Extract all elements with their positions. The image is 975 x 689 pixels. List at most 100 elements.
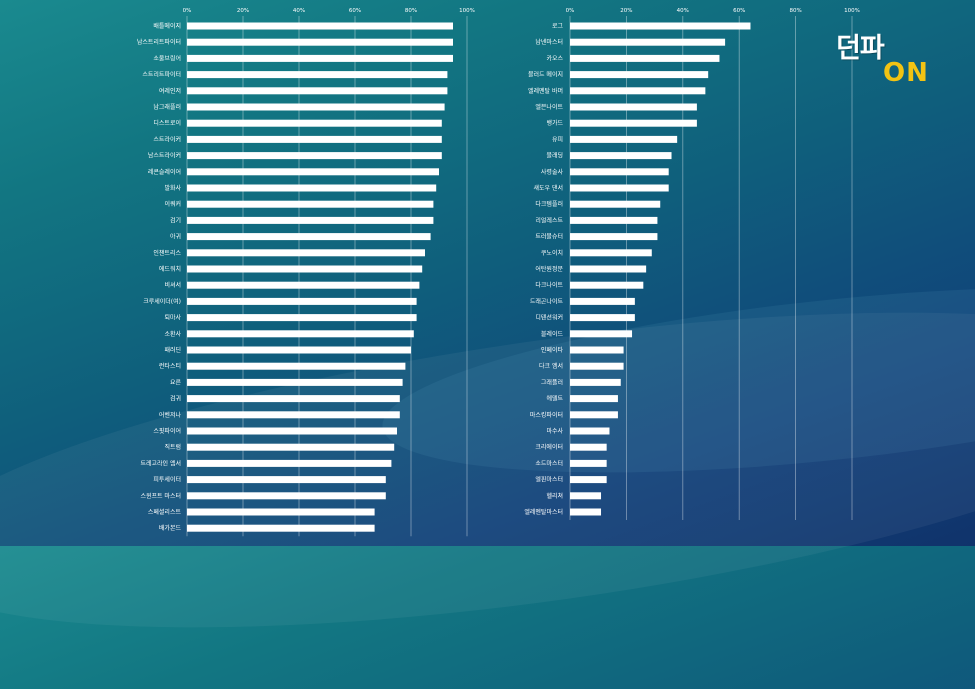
category-label: 레콘슬레이어 xyxy=(148,168,181,176)
category-label: 사령술사 xyxy=(541,168,564,176)
bar xyxy=(187,184,437,192)
bar xyxy=(570,216,658,224)
category-label: 블래딩 xyxy=(546,152,563,160)
category-label: 소울브링어 xyxy=(153,54,181,62)
category-label: 남그래플러 xyxy=(153,103,181,111)
category-label: 다크나이트 xyxy=(535,281,563,289)
bar xyxy=(187,216,434,224)
bar xyxy=(187,168,439,176)
chart-1: 0% 20% 40% 60% 80% 100% 배틀메이지남스트리트파이터소울브링어스트리트… xyxy=(137,8,475,537)
category-label: 드래곤나이트 xyxy=(530,297,564,305)
class-usage-charts: 0% 20% 40% 60% 80% 100% 배틀메이지남스트리트파이터소울브링어스트리트… xyxy=(0,0,975,546)
bar xyxy=(570,71,709,79)
category-label: 비셔서 xyxy=(164,281,181,289)
category-label: 직트럼 xyxy=(164,443,181,451)
bar xyxy=(187,330,414,338)
bar xyxy=(570,233,658,241)
category-label: 검귀 xyxy=(170,395,181,403)
category-label: 마스킹파이터 xyxy=(530,411,563,419)
bar xyxy=(570,38,726,46)
bar xyxy=(570,22,751,30)
bar xyxy=(187,249,425,257)
category-label: 뱅가드 xyxy=(546,119,563,127)
bar xyxy=(570,265,647,273)
category-label: 리얼레스트 xyxy=(535,216,563,224)
bar xyxy=(187,87,448,95)
bar xyxy=(570,168,669,176)
bar xyxy=(570,103,697,111)
category-label: 크리에이터 xyxy=(535,443,563,451)
category-label: 어탄원정문 xyxy=(535,265,563,273)
bar xyxy=(187,346,411,354)
bar xyxy=(187,508,375,516)
tick-label: 0% xyxy=(183,8,192,14)
tick-label: 60% xyxy=(733,8,745,14)
category-label: 에드워치 xyxy=(159,265,181,273)
bar xyxy=(570,200,661,208)
tick-label: 20% xyxy=(237,8,249,14)
category-label: 트러블슈터 xyxy=(535,233,563,241)
bar xyxy=(187,443,395,451)
bar xyxy=(187,524,375,532)
bar xyxy=(187,378,403,386)
category-label: 스윈프트 마스터 xyxy=(140,492,181,500)
category-label: 인페이타 xyxy=(541,346,564,354)
bar xyxy=(570,135,678,143)
category-label: 남스트라이커 xyxy=(148,152,181,160)
category-label: 배가본드 xyxy=(159,524,182,532)
category-label: 남넨마스터 xyxy=(535,38,563,46)
bar xyxy=(187,119,442,127)
category-label: 인챈트리스 xyxy=(153,249,181,257)
bar xyxy=(570,427,610,435)
bar xyxy=(187,135,442,143)
tick-label: 20% xyxy=(620,8,632,14)
category-label: 배틀메이지 xyxy=(153,22,181,30)
category-label: 엘븐나이트 xyxy=(535,103,563,111)
tick-label: 80% xyxy=(405,8,417,14)
category-label: 엘레멘탈 바머 xyxy=(528,87,563,95)
category-label: 남스트리트파이터 xyxy=(137,38,181,46)
bar xyxy=(187,200,434,208)
bar xyxy=(187,265,423,273)
category-label: 요른 xyxy=(170,379,182,386)
category-label: 쿠노이치 xyxy=(541,249,563,257)
bar xyxy=(570,476,607,484)
category-label: 어벤저나 xyxy=(159,411,182,419)
category-label: 로그 xyxy=(552,23,564,30)
bar xyxy=(187,297,417,305)
category-label: 엘핀마스터 xyxy=(535,476,563,484)
bar xyxy=(570,281,644,289)
bar xyxy=(187,395,400,403)
bar xyxy=(570,87,706,95)
tick-label: 40% xyxy=(293,8,305,14)
bar xyxy=(187,411,400,419)
category-label: 그래플러 xyxy=(541,378,563,386)
category-label: 이쿼커 xyxy=(164,200,181,208)
bar xyxy=(570,362,624,370)
bar xyxy=(187,152,442,160)
category-label: 스페셜리스트 xyxy=(148,508,182,516)
category-label: 스트라이커 xyxy=(153,135,181,143)
category-label: 소드마스터 xyxy=(535,459,563,467)
bar xyxy=(570,54,720,62)
category-label: 카오스 xyxy=(546,54,563,62)
bar xyxy=(570,314,635,322)
bar xyxy=(187,38,453,46)
category-label: 소환사 xyxy=(164,330,181,338)
category-label: 블레이드 xyxy=(541,330,564,338)
bar xyxy=(570,297,635,305)
bar xyxy=(187,459,392,467)
category-label: 디스트로이 xyxy=(153,119,181,127)
tick-label: 100% xyxy=(844,8,860,14)
bar xyxy=(570,184,669,192)
bar xyxy=(570,411,618,419)
bar xyxy=(570,443,607,451)
category-label: 검기 xyxy=(170,216,181,224)
category-label: 스트리트파이터 xyxy=(142,71,181,79)
category-label: 아귀 xyxy=(170,233,181,241)
category-label: 피투세이터 xyxy=(153,476,181,484)
bar xyxy=(570,346,624,354)
category-label: 섀도우 댄서 xyxy=(533,184,563,192)
category-label: 크루세이더(여) xyxy=(143,297,181,305)
bar xyxy=(187,71,448,79)
